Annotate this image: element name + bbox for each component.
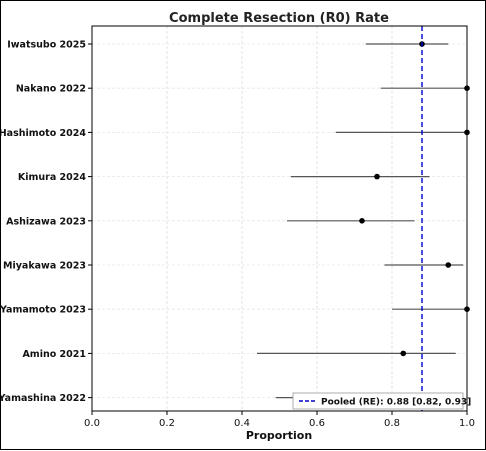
- x-tick-label: 0.4: [234, 418, 250, 429]
- legend: Pooled (RE): 0.88 [0.82, 0.93]: [292, 392, 471, 410]
- study-label: Yamashina 2022: [1, 393, 86, 404]
- study-label: Miyakawa 2023: [3, 261, 86, 272]
- x-axis-label: Proportion: [246, 429, 312, 442]
- study-label: Hashimoto 2024: [1, 128, 86, 139]
- study-rows: Iwatsubo 2025 Nakano 2022 Hashimoto 2024 Ki…: [1, 26, 470, 411]
- x-tick-label: 1.0: [459, 418, 475, 429]
- study-point: [400, 350, 407, 357]
- study-label: Yamamoto 2023: [1, 305, 86, 316]
- study-label: Nakano 2022: [16, 84, 86, 95]
- study-point: [359, 218, 365, 224]
- study-point: [445, 262, 452, 268]
- x-tick-label: 0.0: [84, 418, 100, 429]
- study-label: Ashizawa 2023: [6, 216, 86, 227]
- study-point: [374, 173, 380, 180]
- plot-area-border: [91, 25, 468, 412]
- x-tick-label: 0.8: [384, 418, 400, 429]
- chart-title: Complete Resection (R0) Rate: [169, 11, 389, 26]
- x-axis: 0.0 0.2 0.4 0.6 0.8 1.0: [84, 43, 475, 429]
- legend-pooled-label: Pooled (RE): 0.88 [0.82, 0.93]: [321, 398, 471, 408]
- study-label: Amino 2021: [22, 349, 86, 360]
- legend-box: [292, 392, 464, 410]
- x-tick-label: 0.2: [159, 418, 175, 429]
- study-label: Iwatsubo 2025: [7, 40, 86, 51]
- study-label: Kimura 2024: [18, 172, 87, 183]
- x-tick-label: 0.6: [309, 418, 325, 429]
